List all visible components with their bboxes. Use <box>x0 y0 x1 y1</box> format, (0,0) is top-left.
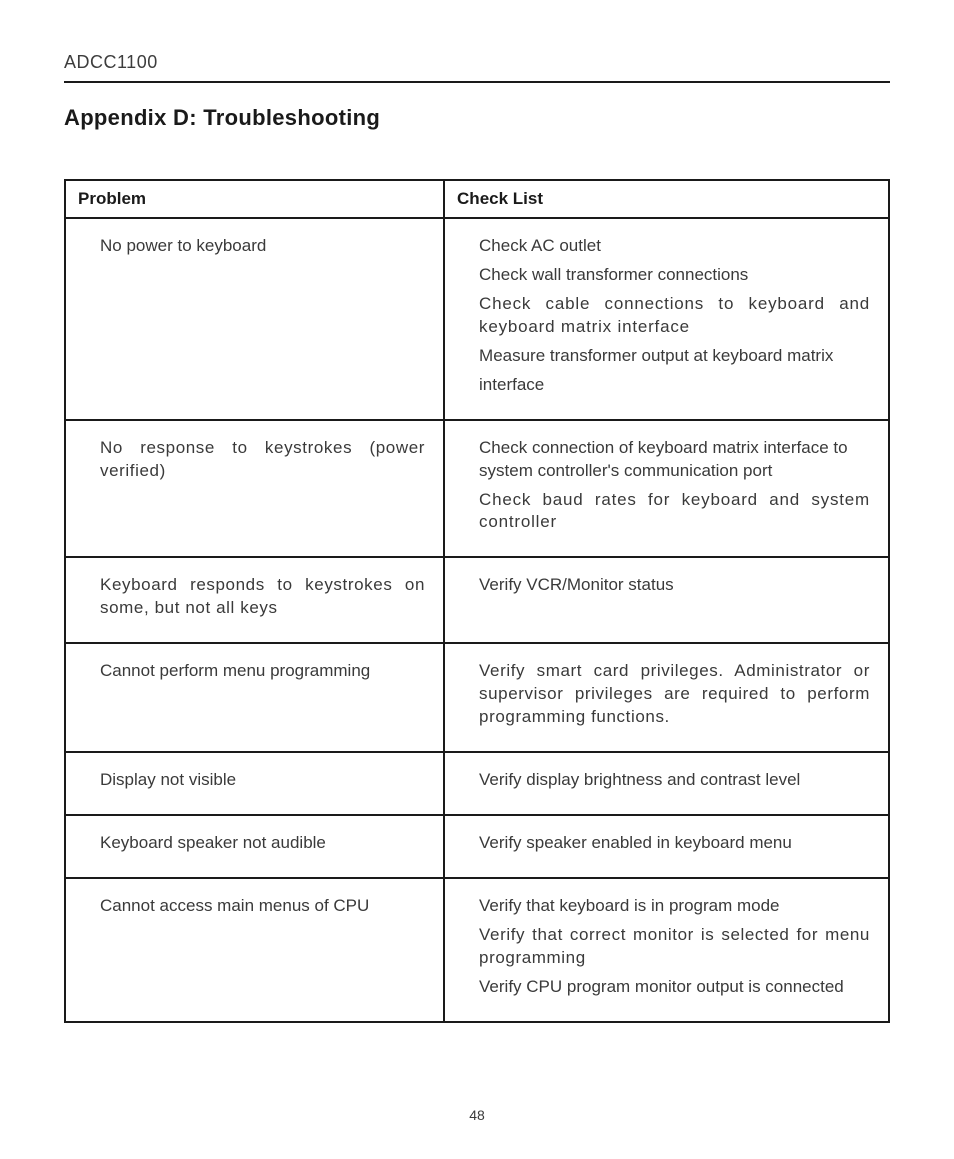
table-row: No response to keystrokes (power verifie… <box>65 420 889 558</box>
check-item: Verify display brightness and contrast l… <box>479 769 870 792</box>
problem-cell: Keyboard responds to keystrokes on some,… <box>65 557 444 643</box>
problem-text: Cannot access main menus of CPU <box>100 895 425 918</box>
check-item: Check cable connections to keyboard and … <box>479 293 870 339</box>
checklist-cell: Verify display brightness and contrast l… <box>444 752 889 815</box>
header-model: ADCC1100 <box>64 52 890 81</box>
check-item: Check baud rates for keyboard and system… <box>479 489 870 535</box>
check-item: Measure transformer output at keyboard m… <box>479 345 870 368</box>
problem-cell: Display not visible <box>65 752 444 815</box>
check-item: Verify that correct monitor is selected … <box>479 924 870 970</box>
section-title: Appendix D: Troubleshooting <box>64 105 890 131</box>
problem-text: Keyboard speaker not audible <box>100 832 425 855</box>
document-page: ADCC1100 Appendix D: Troubleshooting Pro… <box>0 0 954 1159</box>
page-number: 48 <box>0 1107 954 1123</box>
table-row: Cannot access main menus of CPU Verify t… <box>65 878 889 1022</box>
problem-text: Cannot perform menu programming <box>100 660 425 683</box>
checklist-cell: Check AC outlet Check wall transformer c… <box>444 218 889 420</box>
col-header-problem: Problem <box>65 180 444 218</box>
problem-cell: Keyboard speaker not audible <box>65 815 444 878</box>
checklist-cell: Verify that keyboard is in program mode … <box>444 878 889 1022</box>
checklist-cell: Verify VCR/Monitor status <box>444 557 889 643</box>
check-item: Verify that keyboard is in program mode <box>479 895 870 918</box>
checklist-cell: Check connection of keyboard matrix inte… <box>444 420 889 558</box>
check-item: Verify VCR/Monitor status <box>479 574 870 597</box>
checklist-cell: Verify smart card privileges. Administra… <box>444 643 889 752</box>
checklist-cell: Verify speaker enabled in keyboard menu <box>444 815 889 878</box>
problem-text: Keyboard responds to keystrokes on some,… <box>100 574 425 620</box>
table-row: Keyboard speaker not audible Verify spea… <box>65 815 889 878</box>
table-row: Display not visible Verify display brigh… <box>65 752 889 815</box>
problem-cell: Cannot access main menus of CPU <box>65 878 444 1022</box>
problem-text: Display not visible <box>100 769 425 792</box>
table-row: No power to keyboard Check AC outlet Che… <box>65 218 889 420</box>
check-item: Verify CPU program monitor output is con… <box>479 976 870 999</box>
problem-cell: Cannot perform menu programming <box>65 643 444 752</box>
check-item: Check wall transformer connections <box>479 264 870 287</box>
table-header-row: Problem Check List <box>65 180 889 218</box>
troubleshooting-table: Problem Check List No power to keyboard … <box>64 179 890 1023</box>
problem-cell: No response to keystrokes (power verifie… <box>65 420 444 558</box>
table-row: Keyboard responds to keystrokes on some,… <box>65 557 889 643</box>
check-item: Verify smart card privileges. Administra… <box>479 660 870 729</box>
check-item: Check connection of keyboard matrix inte… <box>479 437 870 483</box>
problem-text: No power to keyboard <box>100 235 425 258</box>
check-item: Verify speaker enabled in keyboard menu <box>479 832 870 855</box>
col-header-checklist: Check List <box>444 180 889 218</box>
problem-cell: No power to keyboard <box>65 218 444 420</box>
check-item: Check AC outlet <box>479 235 870 258</box>
check-item: interface <box>479 374 870 397</box>
table-row: Cannot perform menu programming Verify s… <box>65 643 889 752</box>
header-rule <box>64 81 890 83</box>
problem-text: No response to keystrokes (power verifie… <box>100 437 425 483</box>
